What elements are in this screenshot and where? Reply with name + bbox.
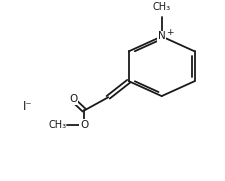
Text: O: O <box>69 94 77 104</box>
Text: +: + <box>166 28 174 37</box>
Text: CH₃: CH₃ <box>48 120 67 130</box>
Text: I⁻: I⁻ <box>23 100 32 113</box>
Text: CH₃: CH₃ <box>153 2 171 12</box>
Text: O: O <box>80 120 88 130</box>
Text: N: N <box>158 31 166 41</box>
